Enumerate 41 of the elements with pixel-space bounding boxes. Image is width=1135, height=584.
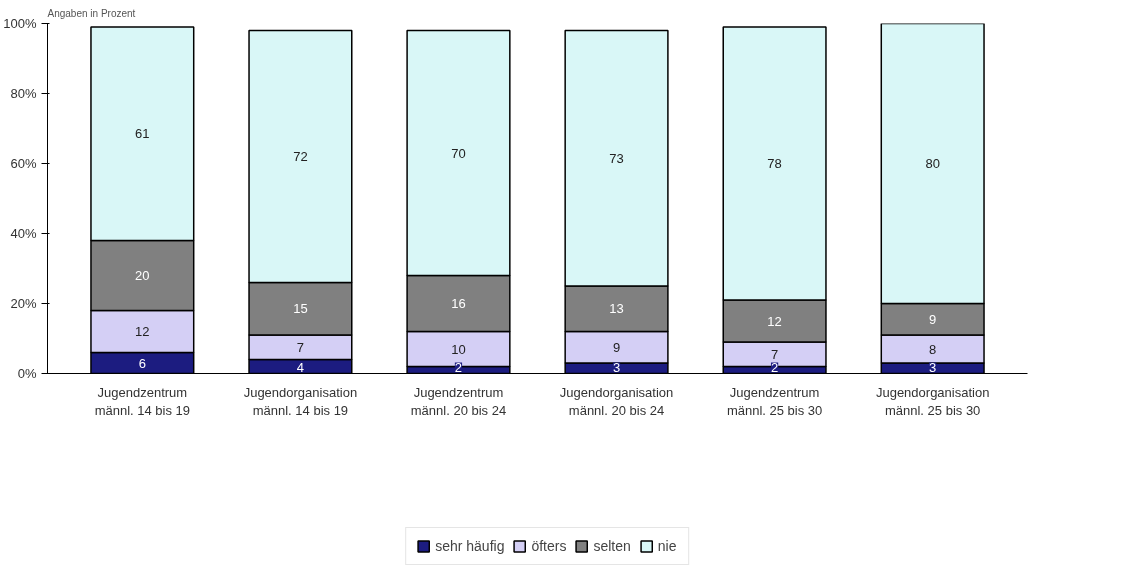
y-tick-label: 80% [10, 86, 37, 101]
x-tick-label: Jugendzentrum männl. 25 bis 30 [726, 384, 823, 418]
data-label: 8 [929, 341, 937, 357]
data-label: 73 [609, 150, 624, 166]
x-tick-label: Jugendorganisation männl. 25 bis 30 [875, 384, 990, 418]
y-tick-label: 100% [3, 16, 37, 31]
data-label: 70 [451, 145, 466, 161]
y-tick-label: 40% [10, 226, 37, 241]
data-label: 12 [135, 324, 150, 339]
data-label: 16 [451, 296, 466, 311]
data-label: 80 [925, 156, 940, 171]
data-label: 9 [612, 339, 621, 355]
data-label: 9 [929, 311, 937, 327]
legend-label: öfters [531, 537, 567, 554]
data-label: 72 [293, 149, 308, 164]
data-label: 20 [135, 268, 150, 283]
x-tick-label: Jugendzentrum männl. 14 bis 19 [94, 384, 191, 418]
data-label: 78 [767, 156, 782, 171]
y-tick-label: 0% [17, 366, 37, 381]
x-tick-label: Jugendorganisation männl. 14 bis 19 [243, 384, 358, 418]
y-tick-label: 60% [10, 156, 37, 171]
data-label: 13 [609, 301, 624, 317]
legend-label: nie [657, 537, 678, 554]
data-label: 4 [296, 359, 305, 375]
data-label: 10 [451, 341, 466, 357]
data-label: 7 [296, 339, 305, 355]
data-label: 61 [135, 126, 150, 142]
data-label: 3 [929, 359, 937, 375]
data-label: 2 [454, 359, 463, 375]
y-tick-label: 20% [10, 296, 37, 311]
data-label: 15 [293, 301, 308, 317]
legend-label: sehr häufig [435, 537, 505, 554]
data-label: 7 [770, 346, 779, 362]
data-label: 12 [767, 313, 782, 329]
data-label: 2 [770, 359, 779, 375]
legend-label: selten [593, 537, 631, 554]
data-label: 3 [612, 359, 621, 375]
data-label: 6 [138, 355, 146, 371]
x-tick-label: Jugendorganisation männl. 20 bis 24 [559, 384, 674, 418]
x-tick-label: Jugendzentrum männl. 20 bis 24 [410, 384, 507, 418]
text: Angaben in Prozent [47, 7, 136, 19]
